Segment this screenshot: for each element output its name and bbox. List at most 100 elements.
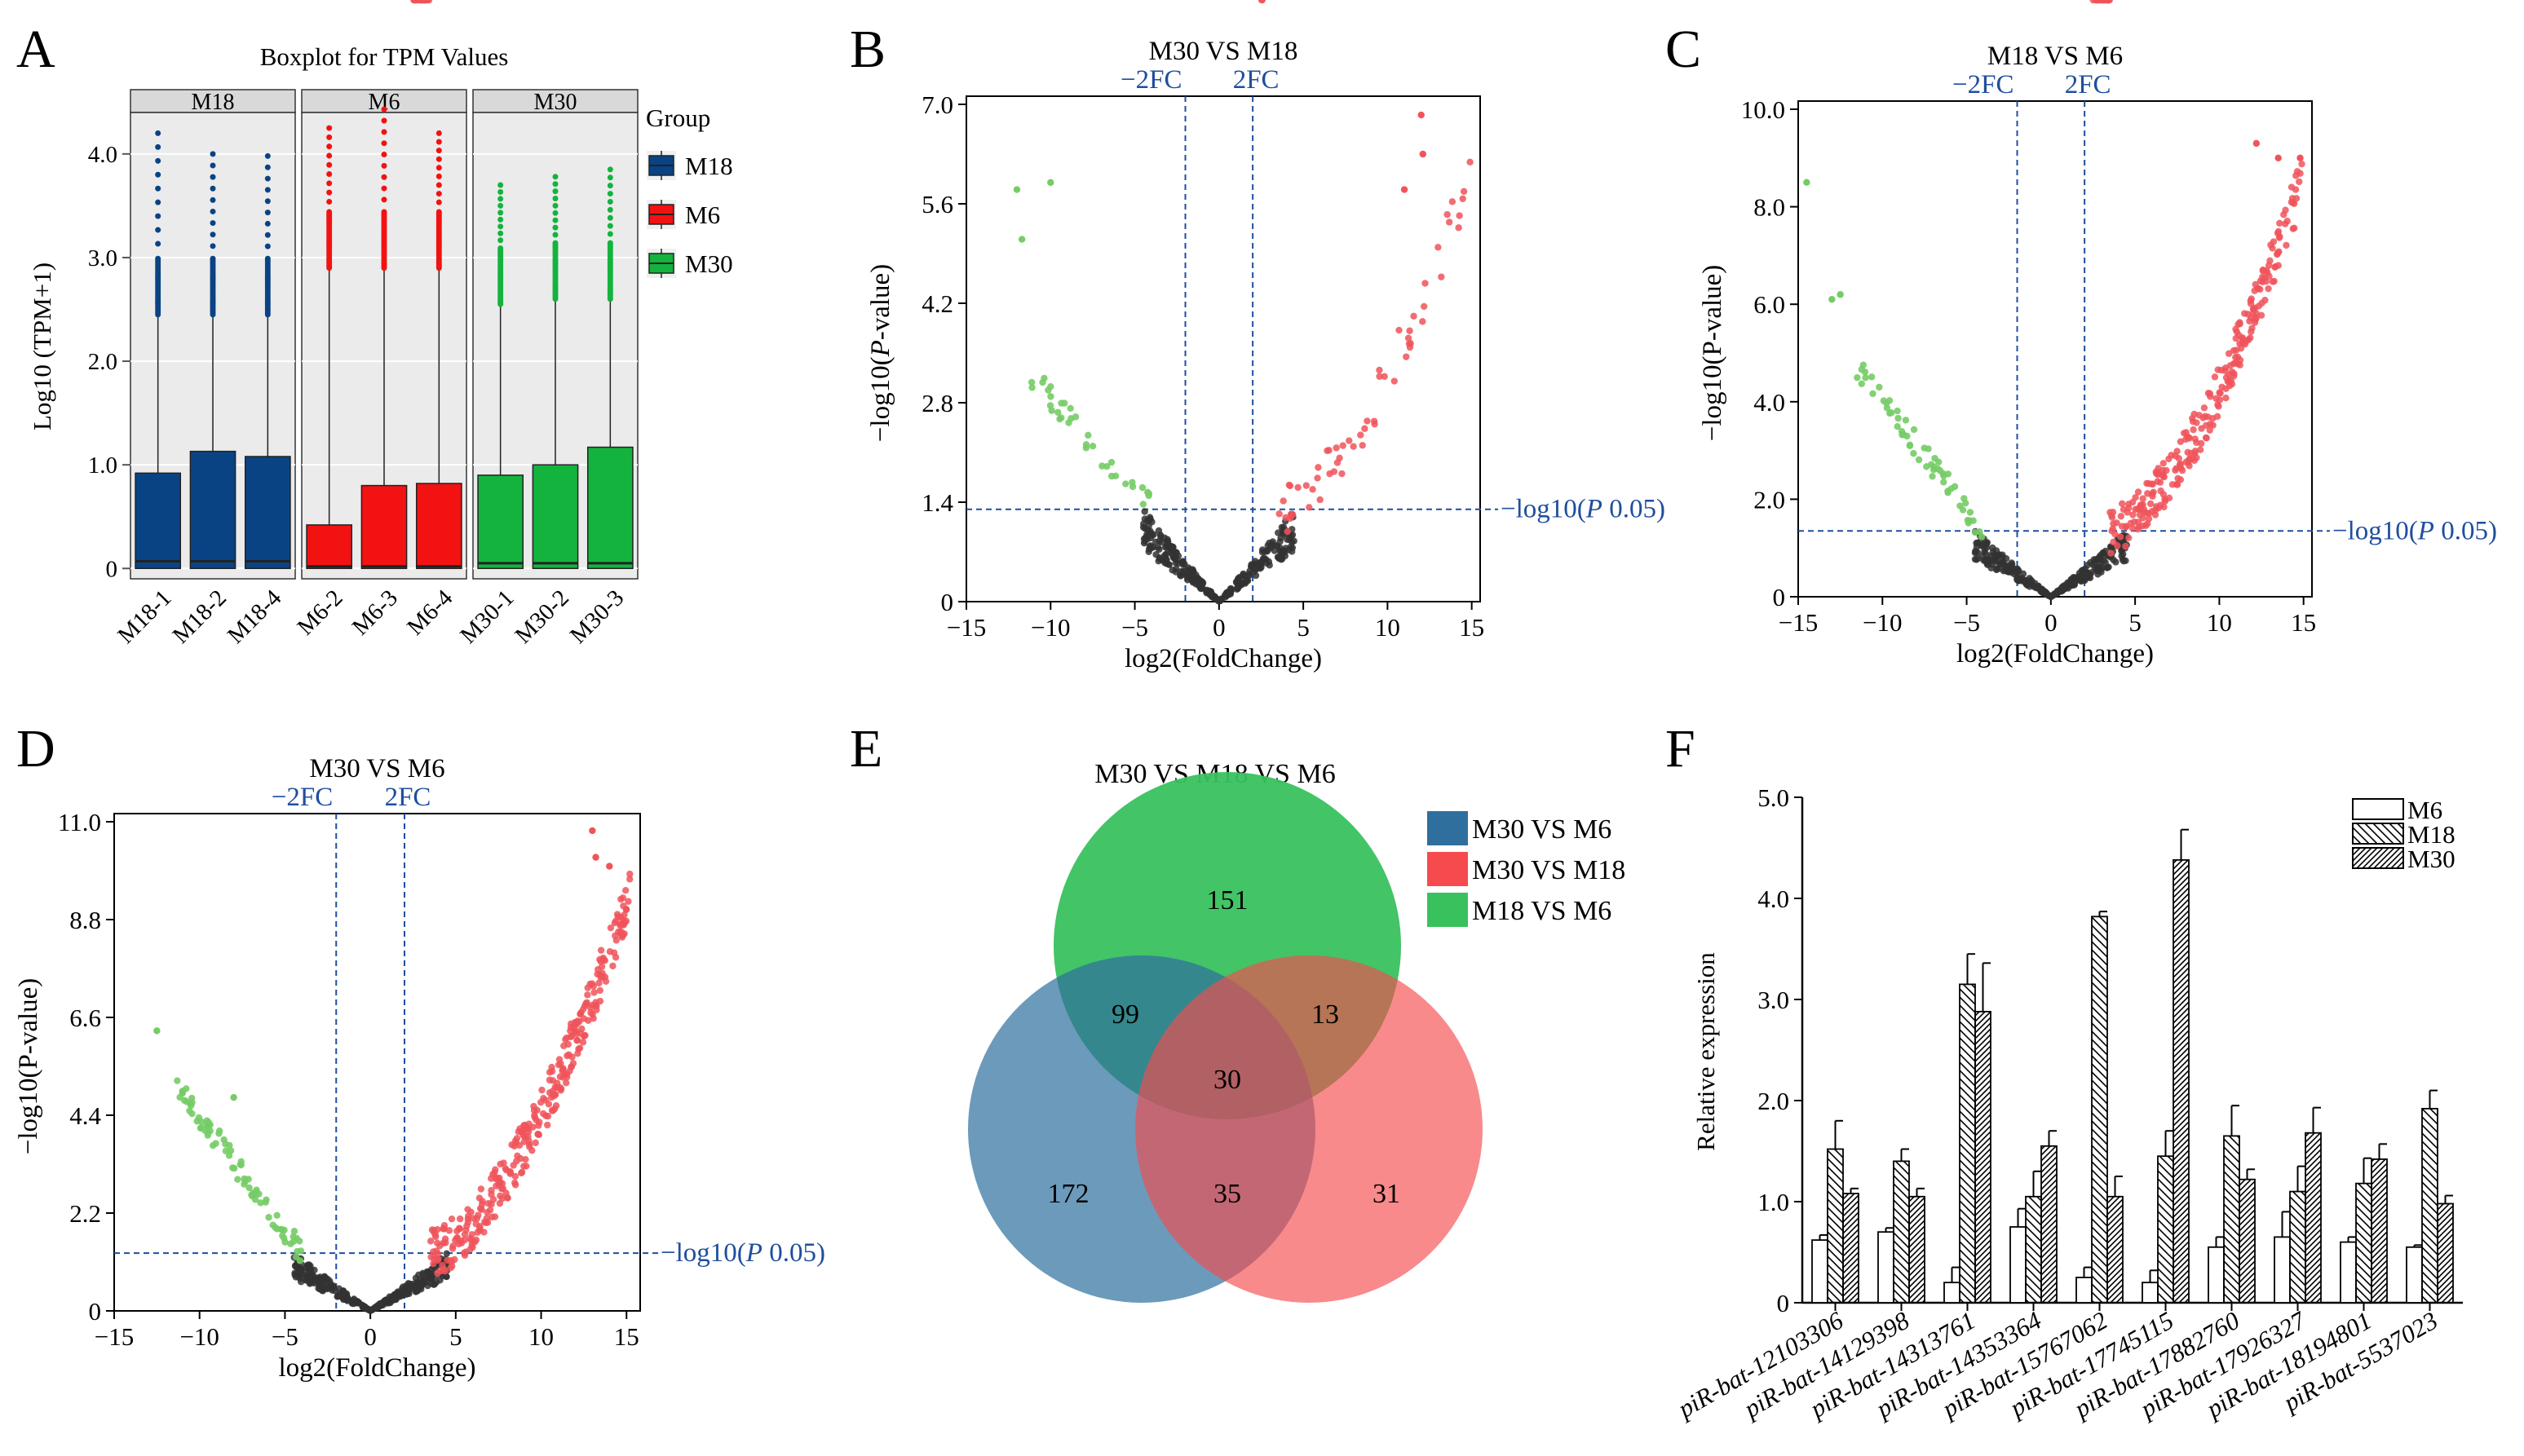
scatter-point bbox=[1910, 426, 1918, 434]
scatter-point bbox=[449, 1242, 457, 1250]
scatter-point bbox=[1338, 470, 1346, 478]
scatter-point bbox=[360, 1303, 369, 1311]
scatter-point bbox=[599, 973, 606, 981]
scatter-point bbox=[1156, 554, 1164, 562]
x-tick-label: 15 bbox=[614, 1322, 639, 1351]
bar bbox=[2075, 1277, 2093, 1304]
scatter-point bbox=[1929, 473, 1936, 480]
outlier-point bbox=[497, 202, 504, 209]
scatter-point bbox=[594, 966, 602, 973]
scatter-point bbox=[1067, 404, 1074, 413]
outlier-point bbox=[210, 151, 216, 157]
legend-key bbox=[1427, 811, 1468, 845]
scatter-point bbox=[1252, 566, 1259, 573]
scatter-point bbox=[548, 1106, 556, 1114]
scatter-point bbox=[1376, 373, 1383, 380]
scatter-point bbox=[2177, 438, 2185, 445]
outlier-point bbox=[155, 157, 161, 164]
scatter-point bbox=[2266, 257, 2274, 265]
scatter-point bbox=[245, 1176, 252, 1183]
scatter-point bbox=[590, 1015, 597, 1022]
scatter-point bbox=[1068, 415, 1075, 422]
outlier-point bbox=[210, 208, 216, 214]
bar bbox=[2157, 1155, 2174, 1304]
scatter-point bbox=[2261, 274, 2269, 282]
boxplot-panel: Boxplot for TPM Values Log10 (TPM+1) 0 1.0 2… bbox=[28, 42, 733, 649]
scatter-point bbox=[2271, 263, 2279, 271]
scatter-point bbox=[2241, 310, 2248, 317]
outlier-point bbox=[326, 198, 333, 205]
y-tick-label: 4.2 bbox=[922, 289, 953, 318]
outlier-point bbox=[552, 210, 559, 216]
outlier-point bbox=[552, 181, 559, 188]
scatter-point bbox=[2269, 245, 2276, 252]
scatter-point bbox=[228, 1164, 236, 1171]
scatter-point bbox=[1165, 561, 1173, 568]
bar bbox=[1842, 1193, 1859, 1304]
box bbox=[586, 446, 634, 570]
scatter-point bbox=[584, 984, 591, 991]
outlier-point bbox=[155, 143, 161, 150]
scatter-point bbox=[2137, 505, 2144, 514]
scatter-point bbox=[265, 1214, 272, 1221]
scatter-point bbox=[2070, 574, 2077, 581]
scatter-point bbox=[1242, 576, 1249, 584]
scatter-point bbox=[1162, 550, 1169, 558]
scatter-point bbox=[587, 1009, 595, 1017]
scatter-point bbox=[532, 1139, 539, 1147]
x-tick-label: M18-2 bbox=[167, 585, 231, 648]
bar bbox=[2009, 1226, 2027, 1304]
scatter-point bbox=[523, 1123, 531, 1131]
x-tick-label: M6-2 bbox=[292, 585, 347, 640]
scatter-point bbox=[1047, 179, 1054, 187]
scatter-point bbox=[1974, 554, 1982, 563]
outlier-point bbox=[381, 152, 387, 158]
legend-label: M18 VS M6 bbox=[1472, 896, 1611, 926]
scatter-point bbox=[2196, 446, 2204, 453]
venn-diagram: M30 VS M18 VS M61519913301723531M30 VS M… bbox=[968, 759, 1625, 1303]
x-tick-label: −10 bbox=[1863, 608, 1902, 637]
scatter-point bbox=[504, 1194, 511, 1202]
y-tick-label: 0 bbox=[941, 588, 954, 616]
scatter-point bbox=[626, 870, 634, 878]
x-tick-label: −5 bbox=[272, 1322, 298, 1351]
outlier-point bbox=[264, 243, 271, 249]
scatter-point bbox=[2108, 527, 2115, 535]
scatter-point bbox=[1858, 380, 1865, 387]
y-tick-label: 6.6 bbox=[69, 1004, 101, 1032]
scatter-point bbox=[2265, 285, 2272, 293]
scatter-point bbox=[619, 931, 627, 939]
scatter-point bbox=[1417, 111, 1425, 119]
scatter-point bbox=[1333, 459, 1342, 466]
scatter-point bbox=[1284, 527, 1291, 536]
scatter-point bbox=[1045, 386, 1052, 394]
facet-strip bbox=[472, 89, 639, 113]
scatter-point bbox=[1959, 506, 1967, 514]
scatter-point bbox=[2180, 430, 2188, 437]
scatter-point bbox=[1306, 504, 1313, 511]
scatter-point bbox=[1410, 312, 1417, 320]
scatter-point bbox=[1902, 417, 1910, 424]
scatter-point bbox=[1951, 483, 1959, 491]
scatter-point bbox=[1403, 353, 1410, 360]
scatter-point bbox=[584, 991, 591, 999]
scatter-point bbox=[613, 911, 621, 918]
outlier-point bbox=[155, 227, 161, 233]
scatter-point bbox=[1350, 443, 1357, 450]
scatter-point bbox=[522, 1155, 529, 1163]
scatter-point bbox=[2139, 514, 2146, 522]
scatter-point bbox=[488, 1187, 495, 1194]
outlier-point bbox=[552, 196, 559, 202]
bar bbox=[2355, 1182, 2372, 1304]
scatter-point bbox=[431, 1280, 439, 1288]
facet-label: M30 bbox=[534, 90, 577, 115]
scatter-point bbox=[1862, 374, 1869, 382]
scatter-point bbox=[1828, 296, 1836, 303]
scatter-point bbox=[1915, 456, 1923, 464]
scatter-point bbox=[350, 1295, 358, 1303]
scatter-point bbox=[568, 1053, 576, 1061]
scatter-point bbox=[461, 1231, 469, 1238]
scatter-point bbox=[1185, 566, 1192, 574]
scatter-point bbox=[563, 1079, 570, 1087]
scatter-point bbox=[2206, 426, 2213, 434]
